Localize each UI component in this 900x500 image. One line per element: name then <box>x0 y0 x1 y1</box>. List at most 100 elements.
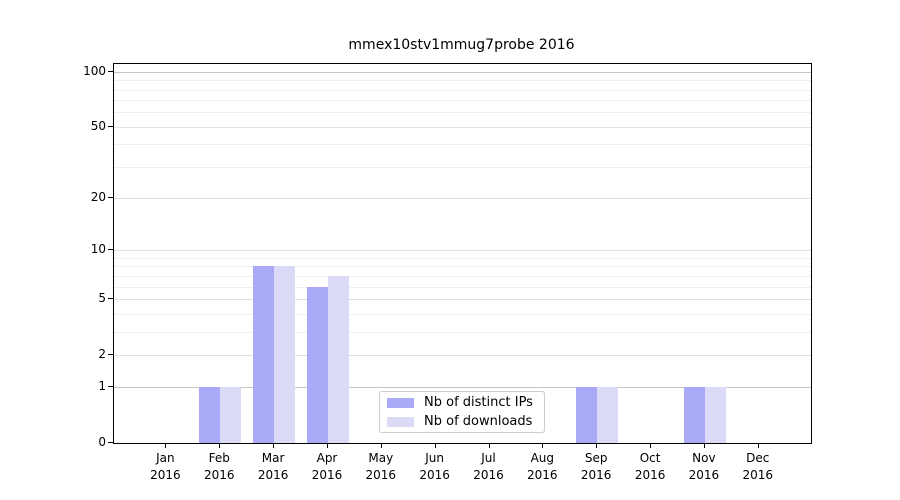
gridline-30 <box>114 166 811 168</box>
month-name: Jul <box>481 451 496 465</box>
gridline-60 <box>114 112 811 114</box>
gridline-3 <box>114 331 811 333</box>
y-tick-mark-2 <box>108 353 113 355</box>
legend-entry-distinct-ips: Nb of distinct IPs <box>387 395 536 410</box>
y-tick-label-2: 2 <box>98 346 106 361</box>
month-year: 2016 <box>150 468 181 482</box>
legend-label-distinct-ips: Nb of distinct IPs <box>424 395 533 410</box>
gridline-1 <box>114 387 811 389</box>
month-year: 2016 <box>257 468 289 482</box>
gridline-90 <box>114 80 811 82</box>
month-name: Sep <box>584 451 608 465</box>
month-name: Feb <box>208 451 230 465</box>
gridline-8 <box>114 266 811 268</box>
y-tick-mark-50 <box>108 125 113 127</box>
y-tick-mark-20 <box>108 197 113 199</box>
month-year: 2016 <box>688 468 720 482</box>
legend-entry-downloads: Nb of downloads <box>387 414 536 429</box>
y-tick-label-100: 100 <box>83 63 106 78</box>
y-tick-label-1: 1 <box>98 379 106 394</box>
legend: Nb of distinct IPs Nb of downloads <box>379 391 545 433</box>
bar-feb-series1 <box>199 387 221 443</box>
month-year: 2016 <box>634 468 666 482</box>
y-tick-mark-5 <box>108 297 113 299</box>
month-name: Oct <box>639 451 661 465</box>
legend-swatch-distinct-ips <box>387 397 414 408</box>
bar-nov-series1 <box>683 387 705 443</box>
month-name: Jan <box>156 451 175 465</box>
month-year: 2016 <box>473 468 504 482</box>
legend-label-downloads: Nb of downloads <box>424 414 533 429</box>
month-name: Nov <box>692 451 716 465</box>
month-name: Dec <box>746 451 770 465</box>
month-name: Jun <box>425 451 444 465</box>
gridline-100 <box>114 71 811 73</box>
y-tick-mark-100 <box>108 70 113 72</box>
x-tick-label-jan: Jan 2016 <box>133 450 197 484</box>
gridline-5 <box>114 298 811 300</box>
gridline-6 <box>114 286 811 288</box>
bar-mar-series2 <box>274 266 296 443</box>
x-tick-label-apr: Apr 2016 <box>295 450 359 484</box>
x-tick-label-dec: Dec 2016 <box>726 450 790 484</box>
x-tick-mark-nov <box>703 443 705 448</box>
x-tick-mark-dec <box>757 443 759 448</box>
month-name: Mar <box>261 451 285 465</box>
y-tick-mark-10 <box>108 249 113 251</box>
x-tick-mark-may <box>380 443 382 448</box>
gridline-9 <box>114 257 811 259</box>
bar-nov-series2 <box>704 387 726 443</box>
x-tick-label-mar: Mar 2016 <box>241 450 305 484</box>
gridline-20 <box>114 198 811 200</box>
x-tick-mark-mar <box>273 443 275 448</box>
gridline-4 <box>114 313 811 315</box>
x-tick-mark-aug <box>542 443 544 448</box>
month-year: 2016 <box>580 468 612 482</box>
month-year: 2016 <box>204 468 235 482</box>
y-tick-label-0: 0 <box>98 435 106 449</box>
gridline-2 <box>114 354 811 356</box>
x-tick-label-aug: Aug 2016 <box>510 450 574 484</box>
x-tick-label-may: May 2016 <box>349 450 413 484</box>
y-tick-mark-0 <box>108 442 113 443</box>
bar-apr-series2 <box>328 275 349 443</box>
y-tick-label-50: 50 <box>90 118 106 133</box>
gridline-10 <box>114 250 811 252</box>
x-tick-mark-jun <box>434 443 436 448</box>
x-tick-mark-oct <box>650 443 652 448</box>
month-name: May <box>368 451 394 465</box>
x-tick-mark-jan <box>165 443 167 448</box>
month-name: Aug <box>530 451 555 465</box>
month-year: 2016 <box>527 468 558 482</box>
x-tick-label-feb: Feb 2016 <box>187 450 251 484</box>
bar-feb-series2 <box>220 387 242 443</box>
x-tick-mark-sep <box>596 443 598 448</box>
y-tick-label-5: 5 <box>98 290 106 305</box>
y-tick-mark-1 <box>108 386 113 388</box>
bar-apr-series1 <box>307 286 328 443</box>
gridline-70 <box>114 100 811 102</box>
x-tick-label-jul: Jul 2016 <box>457 450 521 484</box>
month-year: 2016 <box>419 468 450 482</box>
bar-sep-series2 <box>597 387 619 443</box>
y-tick-label-20: 20 <box>90 190 106 205</box>
bar-sep-series1 <box>576 387 598 443</box>
legend-swatch-downloads <box>387 416 414 427</box>
gridline-7 <box>114 275 811 277</box>
x-tick-label-oct: Oct 2016 <box>618 450 682 484</box>
month-year: 2016 <box>742 468 774 482</box>
bar-mar-series1 <box>253 266 275 443</box>
month-name: Apr <box>316 451 338 465</box>
x-tick-mark-apr <box>327 443 328 448</box>
x-tick-mark-feb <box>219 443 221 448</box>
x-tick-label-nov: Nov 2016 <box>672 450 736 484</box>
y-tick-label-10: 10 <box>90 242 106 257</box>
x-tick-label-sep: Sep 2016 <box>564 450 628 484</box>
x-tick-label-jun: Jun 2016 <box>403 450 467 484</box>
gridline-40 <box>114 144 811 146</box>
month-year: 2016 <box>311 468 343 482</box>
chart-title: mmex10stv1mmug7probe 2016 <box>348 37 575 53</box>
x-tick-mark-jul <box>488 443 490 448</box>
plot-area <box>113 63 812 444</box>
